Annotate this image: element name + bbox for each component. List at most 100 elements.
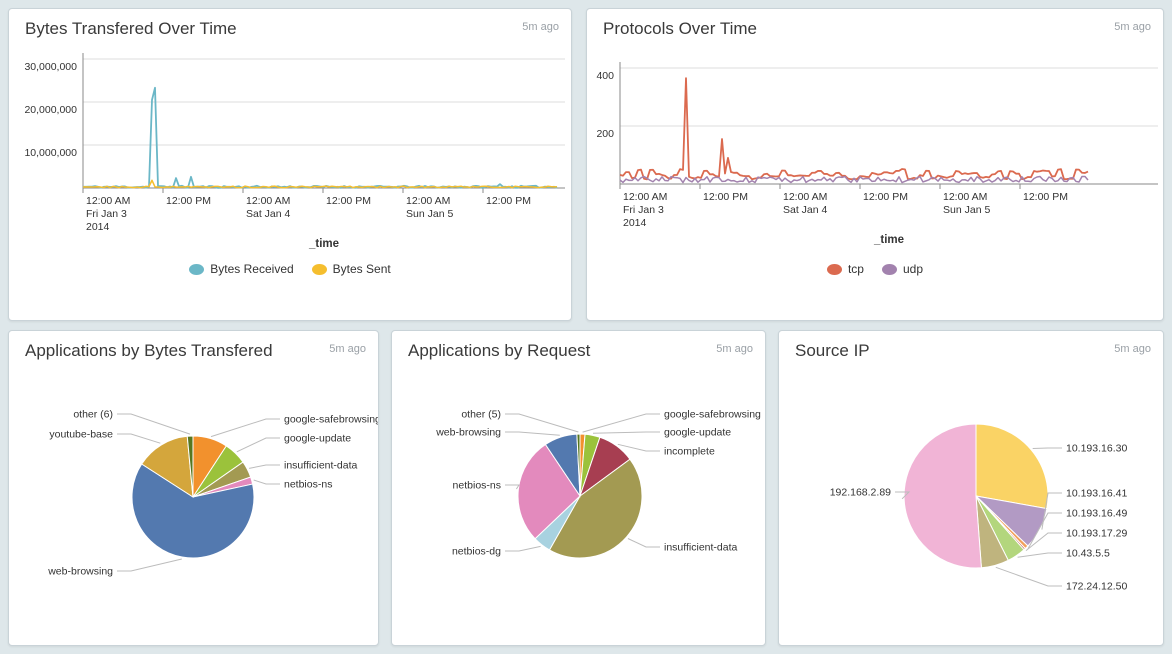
applications-by-request-pie[interactable]: google-safebrowsing google-update incomple… xyxy=(392,331,765,645)
pie-slice-web-browsing[interactable] xyxy=(131,463,255,559)
panel-title: Bytes Transfered Over Time xyxy=(25,19,237,38)
pie-slice-label: 10.193.16.30 xyxy=(1066,443,1127,455)
x-axis-year-label: 2014 xyxy=(623,217,647,229)
legend-item-bytes-received[interactable]: Bytes Received xyxy=(189,262,294,276)
applications-by-bytes-pie[interactable]: google-safebrowsing google-update insuffic… xyxy=(9,331,378,645)
legend-label: udp xyxy=(902,262,924,276)
pie-slice-label: incomplete xyxy=(664,446,715,458)
x-axis-date-label: Fri Jan 3 xyxy=(86,208,127,220)
pie-slice-label: web-browsing xyxy=(47,566,113,578)
x-axis-tick-label: 12:00 AM xyxy=(246,195,290,207)
x-axis-date-label: Sat Jan 4 xyxy=(783,204,828,216)
legend-swatch xyxy=(311,263,327,275)
pie-slice-other-6-[interactable] xyxy=(186,435,194,498)
legend-label: Bytes Sent xyxy=(332,262,391,276)
label-leader-line xyxy=(617,443,660,452)
label-leader-line xyxy=(1027,512,1062,549)
series-line-bytes-received[interactable] xyxy=(82,86,558,189)
label-leader-line xyxy=(117,558,182,572)
pie-slice-label: google-update xyxy=(284,433,351,445)
pie-slice-label: 10.193.17.29 xyxy=(1066,528,1127,540)
x-axis-tick-label: 12:00 AM xyxy=(623,191,667,203)
pie-slice-label: google-safebrowsing xyxy=(664,409,761,421)
refresh-age-indicator: 5m ago xyxy=(716,343,753,355)
pie-slice-label: 192.168.2.89 xyxy=(830,487,891,499)
panel-title: Applications by Request xyxy=(408,341,591,360)
label-leader-line xyxy=(895,491,911,500)
label-leader-line xyxy=(117,413,191,435)
x-axis-tick-label: 12:00 PM xyxy=(703,191,748,203)
x-axis-tick-label: 12:00 AM xyxy=(86,195,130,207)
legend-item-udp[interactable]: udp xyxy=(881,262,924,276)
refresh-age-indicator: 5m ago xyxy=(1114,343,1151,355)
label-leader-line xyxy=(505,431,560,436)
pie-slice-insufficient-data[interactable] xyxy=(548,458,643,559)
pie-slice-other-5-[interactable] xyxy=(576,433,581,497)
x-axis-date-label: Fri Jan 3 xyxy=(623,204,664,216)
x-axis-date-label: Sun Jan 5 xyxy=(406,208,453,220)
panel-source-ip: Source IP 5m ago 10.193.16.30 10.193.16.4… xyxy=(778,330,1164,646)
series-line-tcp[interactable] xyxy=(619,77,1089,181)
x-axis-tick-label: 12:00 PM xyxy=(326,195,371,207)
label-leader-line xyxy=(1041,492,1062,530)
y-axis-tick-label: 30,000,000 xyxy=(24,61,77,73)
pie-slice-label: 10.43.5.5 xyxy=(1066,548,1110,560)
label-leader-line xyxy=(582,413,660,433)
legend-swatch xyxy=(881,263,897,275)
label-leader-line xyxy=(249,464,280,469)
pie-slice-192.168.2.89[interactable] xyxy=(903,423,982,569)
x-axis-date-label: Sun Jan 5 xyxy=(943,204,990,216)
panel-applications-by-bytes: Applications by Bytes Transfered 5m ago … xyxy=(8,330,379,646)
x-axis-year-label: 2014 xyxy=(86,221,110,233)
label-leader-line xyxy=(210,418,280,438)
y-axis-tick-label: 20,000,000 xyxy=(24,104,77,116)
x-axis-date-label: Sat Jan 4 xyxy=(246,208,291,220)
panel-title: Applications by Bytes Transfered xyxy=(25,341,273,360)
series-line-udp[interactable] xyxy=(619,175,1089,184)
pie-slice-netbios-ns[interactable] xyxy=(517,443,581,540)
pie-slice-label: netbios-ns xyxy=(453,480,501,492)
pie-slice-label: netbios-dg xyxy=(452,546,501,558)
series-line-bytes-sent[interactable] xyxy=(82,179,558,189)
label-leader-line xyxy=(117,433,161,444)
pie-slice-youtube-base[interactable] xyxy=(141,435,194,498)
pie-slice-label: other (5) xyxy=(461,409,501,421)
label-leader-line xyxy=(1017,552,1062,558)
label-leader-line xyxy=(627,538,660,548)
label-leader-line xyxy=(1032,447,1062,449)
pie-slice-label: web-browsing xyxy=(435,427,501,439)
x-axis-tick-label: 12:00 PM xyxy=(166,195,211,207)
label-leader-line xyxy=(995,566,1062,587)
x-axis-tick-label: 12:00 PM xyxy=(486,195,531,207)
source-ip-pie[interactable]: 10.193.16.30 10.193.16.41 10.193.16.49 10.1… xyxy=(779,331,1163,645)
pie-slice-label: insufficient-data xyxy=(284,460,358,472)
y-axis-tick-label: 400 xyxy=(596,70,614,82)
pie-slice-label: 172.24.12.50 xyxy=(1066,581,1127,593)
label-leader-line xyxy=(505,484,520,490)
pie-slice-label: 10.193.16.49 xyxy=(1066,508,1127,520)
x-axis-tick-label: 12:00 AM xyxy=(943,191,987,203)
panel-applications-by-request: Applications by Request 5m ago google-sa… xyxy=(391,330,766,646)
y-axis-tick-label: 200 xyxy=(596,128,614,140)
pie-slice-label: google-safebrowsing xyxy=(284,414,378,426)
legend-item-bytes-sent[interactable]: Bytes Sent xyxy=(311,262,391,276)
legend-label: Bytes Received xyxy=(210,262,294,276)
legend-item-tcp[interactable]: tcp xyxy=(826,262,864,276)
pie-slice-label: netbios-ns xyxy=(284,479,332,491)
pie-slice-10.193.16.30[interactable] xyxy=(975,423,1049,510)
x-axis-title: _time xyxy=(308,238,339,250)
panel-title: Protocols Over Time xyxy=(603,19,757,38)
refresh-age-indicator: 5m ago xyxy=(329,343,366,355)
label-leader-line xyxy=(505,413,579,433)
pie-slice-label: insufficient-data xyxy=(664,542,738,554)
legend-label: tcp xyxy=(847,262,864,276)
chart-legend: tcp udp xyxy=(587,262,1163,276)
legend-swatch xyxy=(189,263,205,275)
pie-slice-label: other (6) xyxy=(73,409,113,421)
x-axis-tick-label: 12:00 AM xyxy=(783,191,827,203)
y-axis-tick-label: 10,000,000 xyxy=(24,147,77,159)
refresh-age-indicator: 5m ago xyxy=(1114,21,1151,33)
